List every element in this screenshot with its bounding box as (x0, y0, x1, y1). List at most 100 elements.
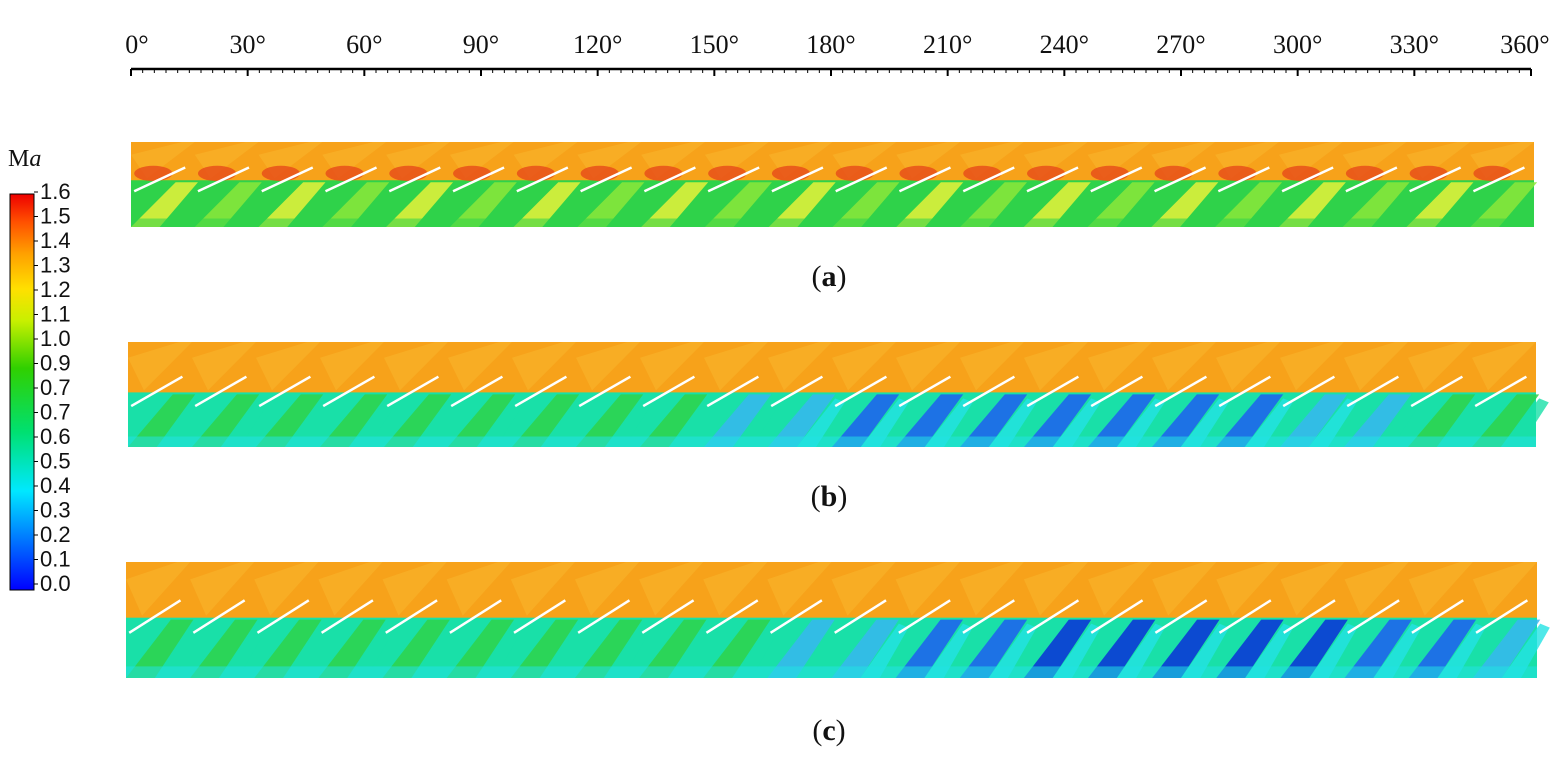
passage-flow-region (1472, 394, 1540, 447)
angle-tick-label: 360° (1500, 30, 1549, 59)
shock-band (320, 342, 384, 391)
passage-flow-region (831, 619, 899, 678)
passage-flow-region (924, 623, 973, 678)
blade (256, 599, 310, 634)
shock-band (1088, 342, 1152, 391)
passage-flow-region (540, 398, 589, 447)
passage-flow-region (318, 619, 386, 678)
shock-band (382, 562, 447, 616)
blade (324, 166, 378, 193)
shock-band (1023, 562, 1089, 616)
passage-flow-region (895, 619, 963, 678)
passage-flow-region (668, 398, 717, 447)
passage-flow-region (1152, 619, 1220, 678)
angle-tick-label: 120° (573, 30, 622, 59)
passage-flow-region (220, 398, 269, 447)
colorbar-tick-label: 0.3 (40, 498, 71, 523)
blade (128, 599, 182, 634)
blade (834, 599, 887, 634)
colorbar-tick-label: 1.6 (40, 179, 71, 204)
passage-flow-region (476, 398, 525, 447)
blade (898, 375, 952, 408)
shock-band (704, 342, 768, 391)
blade (1282, 599, 1336, 634)
panel-label-c: (c) (812, 714, 845, 747)
blade (514, 375, 568, 408)
blade (578, 375, 632, 408)
shock-band (1088, 562, 1153, 616)
shock-band (1152, 342, 1216, 391)
passage-flow-region (448, 394, 516, 447)
colorbar-tick-label: 0.7 (40, 375, 71, 400)
passage-flow-region (1406, 182, 1474, 227)
passage-flow-region (796, 398, 845, 447)
colorbar-tick-label: 0.9 (40, 351, 71, 376)
blade (1282, 375, 1336, 408)
passage-flow-region (218, 623, 268, 678)
angle-ticks (130, 69, 1532, 76)
colorbar-tick-label: 1.3 (40, 253, 71, 278)
passage-flow-region (1244, 398, 1293, 447)
blade (643, 166, 696, 193)
passage-flow-region (574, 619, 643, 678)
contour-panel-a (131, 142, 1538, 227)
blade (1026, 599, 1080, 634)
passage-flow-region (1245, 623, 1294, 678)
shock-band (1472, 562, 1537, 616)
passage-flow-region (190, 619, 258, 678)
colorbar-tick-label: 1.2 (40, 277, 71, 302)
angle-tick-label: 210° (923, 30, 972, 59)
blade (1345, 166, 1398, 193)
angle-tick-labels: 0° 30° 60° 90° 120° 150° 180° 210° 240° 270° 300° 3… (125, 30, 1549, 59)
passage-flow-region (446, 619, 515, 678)
angle-tick-label: 30° (229, 30, 265, 59)
passage-flow-region (667, 623, 717, 678)
angle-tick-label: 180° (806, 30, 855, 59)
shock-band (512, 342, 576, 391)
shock-band (1408, 342, 1472, 391)
passage-flow-region (860, 398, 909, 447)
passage-flow-region (1309, 623, 1358, 678)
blade (1154, 375, 1208, 408)
blade (962, 166, 1015, 193)
passage-flow-region (1088, 619, 1156, 678)
shock-band (446, 562, 511, 616)
colorbar-tick-label: 0.4 (40, 473, 71, 498)
shock-band (1280, 342, 1344, 391)
blade (322, 375, 376, 408)
high-mach-pocket (1027, 165, 1066, 182)
high-mach-pocket (325, 165, 364, 182)
blade (133, 166, 186, 193)
passage-flow-region (1087, 182, 1155, 227)
blade (385, 599, 438, 634)
high-mach-pocket (1473, 165, 1512, 182)
passage-flow-region (1344, 394, 1412, 447)
blade (1472, 166, 1525, 193)
blade (1281, 166, 1334, 193)
passage-flow-region (988, 623, 1037, 678)
exit-flow-strip (126, 666, 1537, 678)
colorbar-tick-label: 0.2 (40, 522, 71, 547)
passage-flow-region (1052, 623, 1101, 678)
shock-band (510, 562, 575, 616)
passage-flow-region (539, 623, 588, 678)
passage-flow-region (988, 398, 1037, 447)
shock-band (639, 562, 704, 616)
shock-band (1472, 342, 1536, 391)
blade (388, 166, 441, 193)
high-mach-pocket (1282, 165, 1321, 182)
blade (1090, 599, 1144, 634)
passage-flow-region (960, 182, 1028, 227)
passage-flow-region (475, 623, 524, 678)
shock-band (640, 342, 704, 391)
high-mach-pocket (1154, 165, 1193, 182)
colorbar-tick-label: 1.1 (40, 302, 71, 327)
angle-tick-label: 330° (1390, 30, 1439, 59)
high-mach-pocket (261, 165, 300, 182)
blade (1154, 166, 1207, 193)
angle-tick-label: 150° (690, 30, 739, 59)
passage-flow-region (1308, 398, 1357, 447)
blade (577, 599, 631, 634)
passage-flow-region (896, 394, 964, 447)
shock-band (318, 562, 383, 616)
